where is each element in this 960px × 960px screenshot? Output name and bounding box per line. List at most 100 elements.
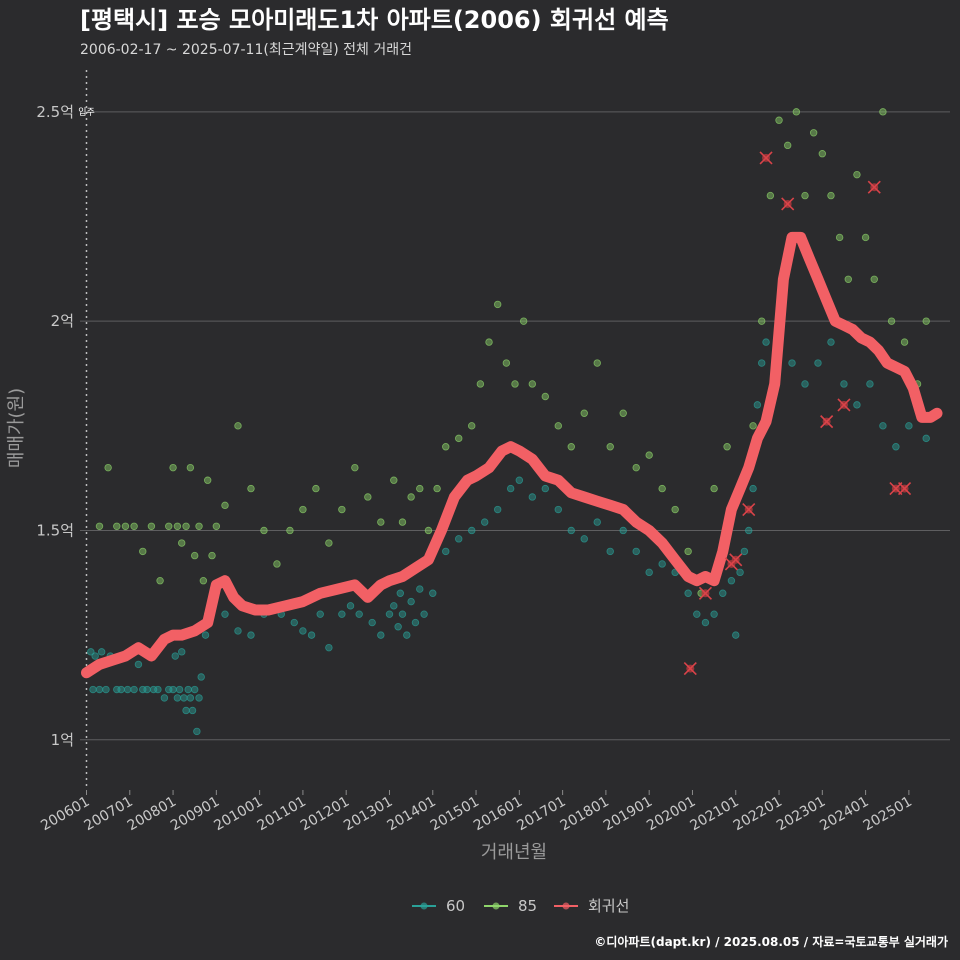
point-60 — [247, 631, 255, 639]
point-60 — [554, 505, 562, 514]
point-60 — [710, 610, 718, 618]
point-60 — [134, 660, 143, 669]
grid — [80, 111, 950, 741]
legend: 60 85 회귀선 — [412, 897, 629, 915]
point-60 — [892, 443, 900, 451]
caption: ©디아파트(dapt.kr) / 2025.08.05 / 자료=국토교통부 실… — [594, 934, 948, 949]
point-60 — [468, 526, 476, 535]
point-60 — [420, 610, 428, 618]
point-60 — [385, 610, 394, 618]
point-85 — [351, 463, 359, 472]
point-85 — [424, 526, 433, 535]
legend-swatch-dot — [562, 902, 570, 910]
outlier-mark — [897, 482, 912, 496]
point-85 — [485, 338, 493, 346]
point-85 — [169, 463, 177, 472]
point-85 — [433, 484, 441, 493]
point-60 — [905, 422, 913, 430]
point-60 — [195, 694, 203, 702]
point-60 — [89, 685, 97, 694]
point-85 — [208, 551, 216, 560]
point-85 — [632, 463, 640, 472]
point-60 — [593, 518, 601, 526]
point-85 — [147, 522, 156, 530]
point-85 — [416, 484, 424, 493]
x-tick-label: 202101 — [687, 794, 741, 835]
y-tick-label: 2억 — [51, 312, 74, 330]
point-60 — [169, 685, 177, 694]
point-85 — [377, 518, 385, 526]
point-60 — [719, 589, 727, 597]
point-60 — [394, 623, 402, 631]
point-60 — [788, 359, 796, 367]
point-85 — [879, 108, 887, 116]
x-tick-label: 201001 — [211, 794, 265, 835]
point-60 — [307, 631, 316, 639]
outlier-mark — [729, 553, 743, 567]
point-60 — [197, 673, 205, 681]
outlier-x — [820, 415, 834, 429]
point-85 — [104, 463, 112, 472]
x-tick-label: 200601 — [38, 794, 92, 835]
point-60 — [173, 694, 182, 702]
point-60 — [528, 493, 537, 501]
outlier-mark — [820, 415, 834, 429]
point-85 — [900, 338, 909, 346]
point-85 — [234, 422, 242, 430]
point-85 — [758, 317, 766, 325]
point-60 — [481, 518, 489, 526]
point-60 — [745, 526, 753, 535]
point-60 — [160, 694, 169, 702]
point-85 — [645, 451, 653, 459]
y-axis-label: 매매가(원) — [6, 388, 27, 468]
move-in-label: 입주 — [78, 106, 95, 118]
outlier-mark — [867, 180, 881, 194]
point-60 — [234, 627, 242, 635]
point-60 — [580, 535, 588, 543]
y-tick-label: 1억 — [51, 731, 74, 749]
point-60 — [403, 631, 411, 639]
x-tick-label: 201201 — [298, 794, 352, 835]
y-tick-label: 1.5억 — [36, 521, 74, 539]
point-60 — [316, 610, 324, 618]
point-60 — [91, 652, 99, 660]
point-85 — [658, 484, 666, 493]
point-60 — [606, 547, 614, 556]
point-60 — [154, 685, 162, 694]
point-60 — [325, 643, 333, 652]
legend-label: 회귀선 — [588, 897, 629, 915]
point-85 — [113, 522, 121, 530]
x-tick-label: 201901 — [601, 794, 655, 835]
outlier-x — [897, 482, 912, 496]
point-60 — [355, 610, 363, 618]
x-tick-label: 201501 — [428, 794, 482, 835]
outlier-mark — [742, 502, 756, 517]
point-60 — [130, 685, 138, 694]
point-60 — [123, 685, 132, 694]
point-60 — [762, 338, 770, 346]
point-85 — [476, 380, 485, 388]
x-tick-label: 201401 — [384, 794, 438, 835]
outlier-x — [759, 151, 773, 165]
point-60 — [879, 422, 887, 430]
outlier-x — [837, 398, 851, 412]
point-85 — [247, 484, 255, 493]
x-tick-label: 200801 — [125, 794, 179, 835]
point-85 — [749, 422, 757, 430]
outlier-x — [729, 553, 743, 567]
point-85 — [684, 547, 692, 556]
point-85 — [286, 526, 294, 535]
point-60 — [515, 476, 524, 484]
outlier-x — [867, 180, 881, 194]
y-axis-ticks: 1억 1.5억 2억 2.5억 — [36, 103, 74, 749]
point-60 — [853, 401, 861, 409]
point-60 — [416, 585, 424, 593]
x-tick-label: 201301 — [341, 794, 395, 835]
point-85 — [273, 560, 281, 568]
point-85 — [541, 392, 549, 401]
outlier-mark — [698, 586, 713, 600]
point-60 — [338, 610, 346, 618]
point-60 — [732, 631, 740, 639]
point-60 — [541, 484, 549, 493]
